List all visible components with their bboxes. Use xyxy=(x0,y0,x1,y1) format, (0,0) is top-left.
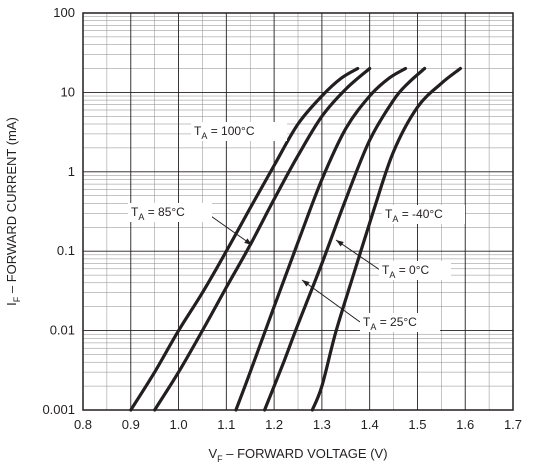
plot-frame xyxy=(82,12,514,411)
annotation-label: TA = 25°C xyxy=(363,315,417,332)
annotation-label-bg xyxy=(379,261,451,280)
y-tick-labels: 0.001 0.01 0.1 1 10 100 xyxy=(42,5,75,417)
y-tick-label: 0.001 xyxy=(42,402,75,417)
x-tick-label: 1.2 xyxy=(265,417,283,432)
curve-series-1 xyxy=(153,66,372,412)
annotation-label-bg xyxy=(128,203,212,222)
curve-series-0 xyxy=(129,66,360,412)
curves xyxy=(129,66,462,412)
x-tick-label: 1.6 xyxy=(456,417,474,432)
annotation-label-bg xyxy=(360,313,440,332)
y-tick-label: 10 xyxy=(61,84,75,99)
x-tick-label: 1.1 xyxy=(217,417,235,432)
annotation-leader xyxy=(301,279,361,323)
x-tick-label: 1.7 xyxy=(504,417,522,432)
x-tick-label: 0.9 xyxy=(122,417,140,432)
y-tick-label: 0.1 xyxy=(57,243,75,258)
y-axis-title: IF – FORWARD CURRENT (mA) xyxy=(4,117,22,306)
x-tick-label: 1.5 xyxy=(408,417,426,432)
annotation-label: TA = -40°C xyxy=(385,207,443,224)
annotation-leader xyxy=(207,213,253,246)
curve-series-3 xyxy=(263,66,427,412)
annotation-arrowhead xyxy=(302,280,310,287)
annotation-label: TA = 0°C xyxy=(382,263,430,280)
x-axis-title: VF – FORWARD VOLTAGE (V) xyxy=(208,446,387,464)
x-tick-label: 1.4 xyxy=(361,417,379,432)
annotation-label-bg xyxy=(382,205,465,224)
curve-series-2 xyxy=(234,66,408,412)
y-tick-label: 0.01 xyxy=(50,323,75,338)
annotation-label: TA = 100°C xyxy=(194,124,255,141)
annotation-label-bg xyxy=(191,122,287,141)
annotations: TA = 100°C TA = 85°C TA = -40°C TA = 0°C TA … xyxy=(128,122,465,332)
y-tick-label: 100 xyxy=(53,5,75,20)
y-tick-label: 1 xyxy=(68,164,75,179)
x-tick-label: 0.8 xyxy=(74,417,92,432)
annotation-label: TA = 85°C xyxy=(131,205,185,222)
x-tick-label: 1.3 xyxy=(313,417,331,432)
x-tick-label: 1.0 xyxy=(170,417,188,432)
x-tick-labels: 0.8 0.9 1.0 1.1 1.2 1.3 1.4 1.5 1.6 1.7 xyxy=(74,417,522,432)
annotation-arrowhead xyxy=(336,240,344,247)
annotation-leader xyxy=(335,239,381,271)
curve-series-4 xyxy=(310,66,462,412)
annotation-arrowhead xyxy=(244,238,252,245)
